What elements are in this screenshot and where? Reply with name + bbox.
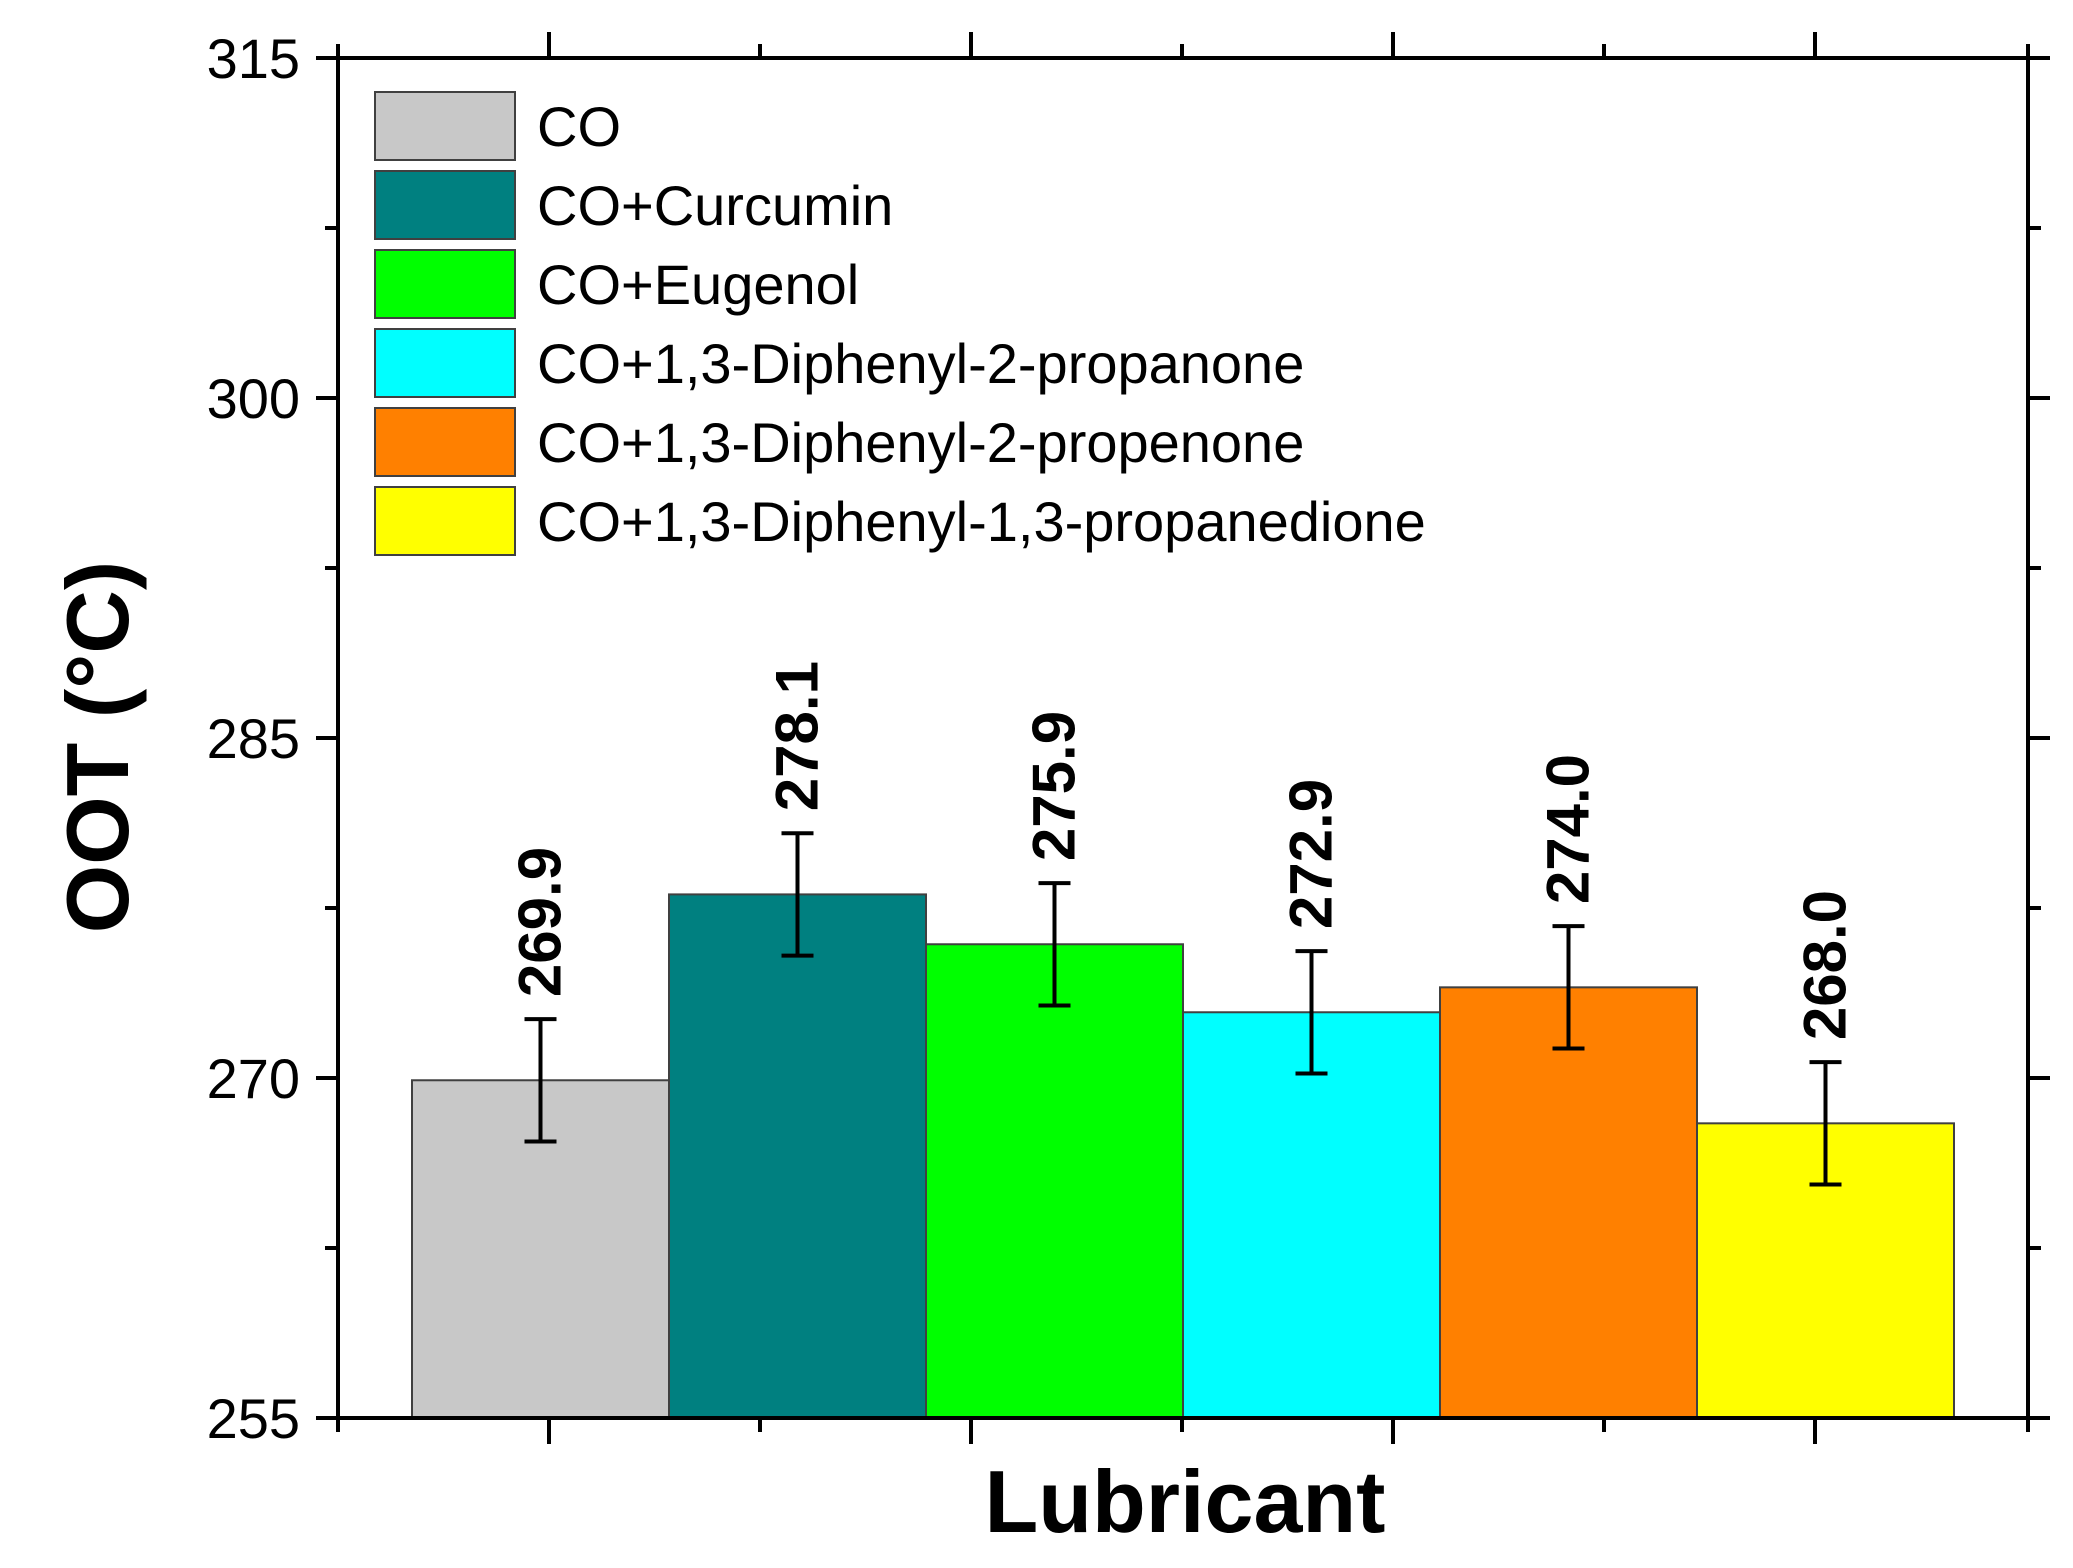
y-tick-label-1: 270 xyxy=(207,1047,300,1110)
value-labels-layer: 269.9 278.1 275.9 272.9 274.0 268.0 xyxy=(507,661,1859,1040)
value-label-1: 278.1 xyxy=(764,661,831,811)
value-label-0: 269.9 xyxy=(507,847,574,997)
legend-swatch-2 xyxy=(374,249,516,319)
y-tick-label-3: 300 xyxy=(207,367,300,430)
legend-swatch-1 xyxy=(374,170,516,240)
legend-label-1: CO+Curcumin xyxy=(537,174,893,237)
legend-label-5: CO+1,3-Diphenyl-1,3-propanedione xyxy=(537,490,1426,553)
value-label-4: 274.0 xyxy=(1535,754,1602,904)
legend-label-3: CO+1,3-Diphenyl-2-propanone xyxy=(537,332,1304,395)
legend: CO CO+Curcumin CO+Eugenol CO+1,3-Diphenyl-2… xyxy=(374,91,1426,556)
x-axis-title: Lubricant xyxy=(985,1452,1386,1551)
bars-layer xyxy=(411,893,1955,1420)
axis-ticks: 255 270 285 300 315 xyxy=(207,27,2050,1450)
legend-label-0: CO xyxy=(537,95,621,158)
bar-4 xyxy=(1439,986,1698,1419)
y-tick-label-4: 315 xyxy=(207,27,300,90)
legend-swatch-3 xyxy=(374,328,516,398)
bar-3 xyxy=(1182,1011,1441,1419)
y-axis-title: OOT (°C) xyxy=(48,561,147,933)
value-label-5: 268.0 xyxy=(1792,890,1859,1040)
y-tick-label-0: 255 xyxy=(207,1387,300,1450)
legend-label-2: CO+Eugenol xyxy=(537,253,859,316)
y-tick-label-2: 285 xyxy=(207,707,300,770)
legend-swatch-5 xyxy=(374,486,516,556)
legend-label-4: CO+1,3-Diphenyl-2-propenone xyxy=(537,411,1304,474)
legend-swatch-0 xyxy=(374,91,516,161)
legend-swatch-4 xyxy=(374,407,516,477)
error-bars-layer xyxy=(524,831,1842,1187)
value-label-3: 272.9 xyxy=(1278,779,1345,929)
bar-2 xyxy=(925,943,1184,1419)
value-label-2: 275.9 xyxy=(1021,711,1088,861)
bar-1 xyxy=(668,893,927,1419)
